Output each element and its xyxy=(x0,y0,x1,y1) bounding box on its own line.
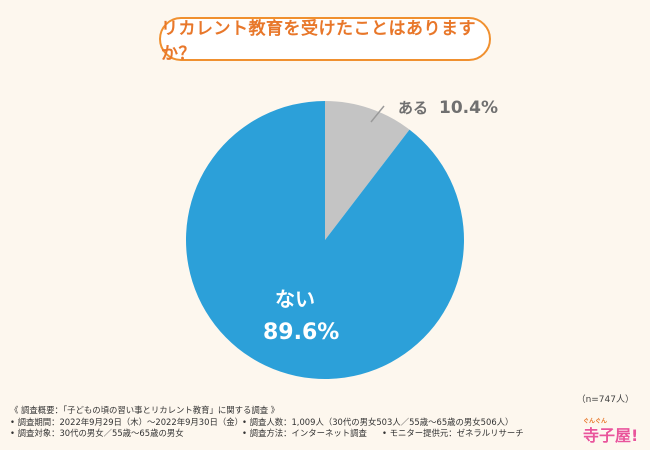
survey-period: • 調査期間：2022年9月29日（木）～2022年9月30日（金） xyxy=(10,416,243,427)
slice-value-yes: 10.4% xyxy=(439,98,498,118)
logo-main-text: 寺子屋! xyxy=(583,426,638,445)
pie-slice-no xyxy=(186,101,465,379)
slice-label-no: ない xyxy=(275,287,315,311)
logo-small-text: ぐんぐん xyxy=(583,418,607,425)
survey-target: • 調査対象：30代の男女／55歳～65歳の男女 xyxy=(10,428,184,438)
chart-title: リカレント教育を受けたことはありますか？ xyxy=(159,17,491,64)
pie-slice-yes xyxy=(325,101,410,240)
survey-notes: 《 調査概要：「子どもの頃の習い事とリカレント教育」に関する調査 》 • 調査期… xyxy=(10,405,570,440)
survey-overview: 《 調査概要：「子どもの頃の習い事とリカレント教育」に関する調査 》 xyxy=(10,405,280,415)
logo: ぐんぐん 寺子屋! xyxy=(583,418,639,445)
survey-respondents: • 調査人数：1,009人（30代の男女503人／55歳～65歳の男女506人） xyxy=(242,416,514,427)
slice-value-no: 89.6% xyxy=(263,320,339,345)
slice-label-yes: ある xyxy=(398,99,428,117)
survey-method: • 調査方法：インターネット調査 xyxy=(242,428,367,438)
leader-line xyxy=(370,105,385,123)
survey-monitor: • モニター提供元：ゼネラルリサーチ xyxy=(382,428,524,438)
sample-size-label: （n=747人） xyxy=(576,395,634,405)
pie-slices xyxy=(186,101,465,379)
pie-chart: ある 10.4% ない 89.6% xyxy=(186,98,498,379)
